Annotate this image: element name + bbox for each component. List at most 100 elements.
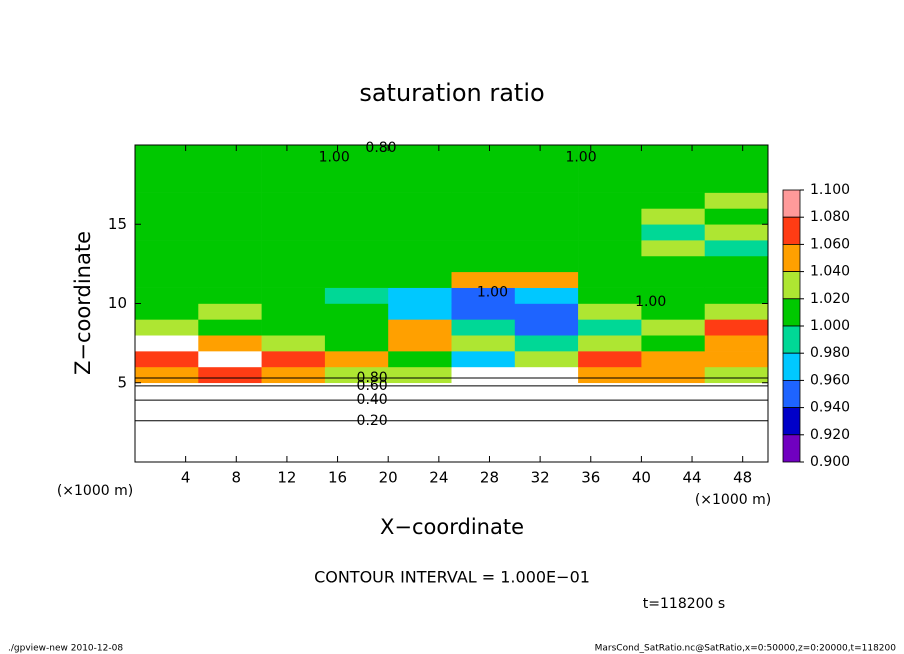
- heat-cell: [578, 176, 642, 193]
- heat-cell: [324, 351, 389, 368]
- heat-cell: [578, 240, 642, 257]
- heat-cell: [324, 224, 389, 241]
- contour-label: 1.00: [635, 294, 666, 310]
- x-tick-label: 20: [379, 469, 398, 487]
- heat-cell: [641, 414, 705, 431]
- contour-label: 0.80: [365, 140, 396, 156]
- heat-cell: [514, 208, 579, 225]
- heat-cell: [641, 208, 705, 225]
- heat-cell: [261, 366, 326, 384]
- heat-cell: [641, 446, 705, 463]
- heat-cell: [641, 366, 705, 384]
- heat-cell: [514, 382, 579, 399]
- heat-cell: [641, 287, 705, 304]
- heat-cell: [641, 145, 705, 162]
- heat-cell: [261, 208, 326, 225]
- heat-cell: [135, 208, 199, 225]
- chart-title: saturation ratio: [359, 79, 544, 107]
- heat-cell: [324, 240, 389, 257]
- heat-cell: [261, 240, 326, 257]
- contour-label: 1.00: [565, 150, 596, 166]
- heat-cell: [198, 255, 262, 273]
- y-axis-label: Z−coordinate: [71, 231, 95, 375]
- heat-cell: [704, 271, 769, 288]
- heat-cell: [514, 414, 579, 431]
- y-tick-label: 10: [108, 294, 127, 312]
- heat-cell: [388, 446, 452, 463]
- heat-cell: [135, 271, 199, 288]
- heat-cell: [261, 224, 326, 241]
- heat-cell: [704, 176, 769, 193]
- contour-label: 1.00: [477, 284, 508, 300]
- heat-cell: [324, 398, 389, 415]
- heat-cell: [514, 240, 579, 257]
- heat-cell: [514, 145, 579, 162]
- heat-cell: [198, 160, 262, 177]
- heat-cell: [704, 160, 769, 177]
- heat-cell: [324, 303, 389, 320]
- heat-cell: [578, 271, 642, 288]
- heat-cell: [641, 335, 705, 352]
- heat-cell: [198, 287, 262, 304]
- heat-cell: [451, 303, 516, 320]
- heat-cell: [451, 446, 516, 463]
- heat-cell: [641, 176, 705, 193]
- heat-cell: [641, 240, 705, 257]
- heat-cell: [198, 192, 262, 209]
- colorbar-swatch: [782, 271, 801, 300]
- colorbar-tick-label: 0.980: [810, 345, 850, 361]
- heat-cell: [578, 351, 642, 368]
- heat-cell: [135, 255, 199, 273]
- heat-cell: [451, 240, 516, 257]
- heat-cell: [135, 192, 199, 209]
- heat-cell: [514, 160, 579, 177]
- heat-cell: [641, 160, 705, 177]
- heat-cell: [641, 255, 705, 273]
- heat-cell: [135, 414, 199, 431]
- heat-cell: [451, 335, 516, 352]
- heat-cell: [704, 208, 769, 225]
- heat-cell: [451, 398, 516, 415]
- heat-cell: [198, 208, 262, 225]
- contour-label: 1.00: [319, 150, 350, 166]
- heat-cell: [324, 430, 389, 447]
- heat-cell: [261, 303, 326, 320]
- heat-cell: [261, 287, 326, 304]
- heat-cell: [578, 366, 642, 384]
- heat-cell: [451, 382, 516, 399]
- heat-cell: [324, 446, 389, 463]
- heat-cell: [451, 430, 516, 447]
- x-tick-label: 32: [531, 469, 550, 487]
- heat-cell: [261, 430, 326, 447]
- heat-cell: [198, 398, 262, 415]
- heat-cell: [578, 303, 642, 320]
- heat-cell: [388, 192, 452, 209]
- heat-cell: [135, 224, 199, 241]
- colorbar-swatch: [782, 216, 801, 245]
- heat-cell: [451, 271, 516, 288]
- heat-cell: [704, 192, 769, 209]
- x-tick-label: 40: [632, 469, 651, 487]
- heat-cell: [641, 430, 705, 447]
- heat-cell: [451, 192, 516, 209]
- heat-cell: [451, 208, 516, 225]
- heat-cell: [704, 366, 769, 384]
- heat-cell: [324, 335, 389, 352]
- heat-cell: [324, 255, 389, 273]
- x-tick-label: 12: [277, 469, 296, 487]
- heat-cell: [135, 160, 199, 177]
- colorbar-tick-label: 1.100: [810, 182, 850, 198]
- heat-cell: [451, 176, 516, 193]
- heat-cell: [578, 208, 642, 225]
- x-tick-label: 16: [328, 469, 347, 487]
- contour-label: 0.60: [357, 378, 388, 394]
- heat-cell: [704, 145, 769, 162]
- heat-cell: [135, 287, 199, 304]
- heat-cell: [324, 366, 389, 384]
- heat-cell: [135, 319, 199, 336]
- heat-cell: [135, 335, 199, 352]
- heat-cell: [514, 446, 579, 463]
- heat-cell: [704, 335, 769, 352]
- heat-cell: [198, 382, 262, 399]
